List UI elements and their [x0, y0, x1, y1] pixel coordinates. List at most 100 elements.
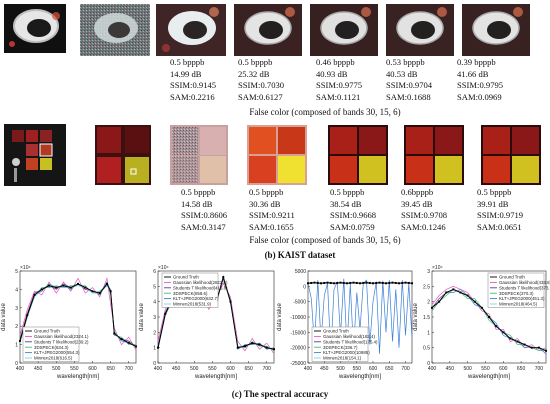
sam-value: SAM:0.0651 — [477, 221, 522, 232]
data-point — [251, 342, 254, 345]
data-point — [244, 345, 246, 348]
data-point — [385, 282, 387, 285]
sam-value: SAM:0.1688 — [386, 91, 431, 102]
bpp-value: 0.46 bpppb — [316, 57, 355, 67]
row1-metrics-2: 0.5 bpppb 25.32 dB SSIM:0.7030 SAM:0.612… — [238, 57, 284, 103]
bpp-value: 0.53 bpppb — [386, 57, 425, 67]
ssim-value: SSIM:0.8606 — [181, 210, 228, 221]
data-point — [365, 281, 368, 284]
data-point — [545, 349, 547, 352]
row2-original-image — [4, 124, 66, 186]
data-point — [135, 345, 137, 348]
row2-metrics-5: 0.5 bpppb 39.91 dB SSIM:0.9719 SAM:0.065… — [477, 187, 523, 233]
data-point — [310, 281, 313, 284]
psnr-value: 30.36 dB — [249, 198, 281, 209]
y-tick-label: 2 — [427, 300, 430, 306]
data-point — [98, 292, 101, 295]
x-tick-label: 650 — [244, 366, 253, 372]
sam-value: SAM:0.0969 — [457, 91, 502, 102]
y-tick-label: -10000 — [290, 315, 306, 321]
data-point — [359, 282, 361, 285]
sam-value: SAM:0.1121 — [316, 91, 361, 102]
legend-box — [311, 326, 369, 362]
y-axis-label: data value — [277, 303, 283, 331]
y-tick-label: 6 — [153, 269, 156, 275]
y-tick-label: -20000 — [290, 346, 306, 352]
x-tick-label: 500 — [336, 366, 345, 372]
x-tick-label: 700 — [125, 366, 134, 372]
data-point — [336, 281, 339, 284]
data-point — [329, 281, 332, 284]
y-axis-label: data value — [1, 303, 7, 331]
ssim-value: SSIM:0.9211 — [249, 210, 295, 221]
y-tick-label: 1 — [15, 343, 18, 349]
data-point — [404, 281, 407, 284]
data-point — [537, 346, 540, 349]
row2-metrics-1: 0.5 bpppb 14.58 dB SSIM:0.8606 SAM:0.314… — [181, 187, 227, 233]
legend-label: Gaussian likelihood(2822.9) — [173, 280, 228, 285]
x-tick-label: 600 — [226, 366, 235, 372]
data-point — [48, 284, 50, 287]
bpp-value: 0.5 bpppb — [170, 57, 205, 67]
bpp-value: 0.5 bpppb — [181, 187, 216, 197]
data-point — [26, 314, 29, 317]
data-point — [411, 282, 413, 285]
x-tick-label: 550 — [70, 366, 79, 372]
row1-metrics-3: 0.46 bpppb 40.93 dB SSIM:0.9775 SAM:0.11… — [316, 57, 362, 103]
y-tick-label: 1 — [153, 346, 156, 352]
data-point — [473, 300, 476, 303]
data-point — [323, 281, 326, 284]
x-tick-label: 700 — [535, 366, 544, 372]
ssim-value: SSIM:0.9795 — [457, 80, 504, 91]
sam-value: SAM:0.6127 — [238, 91, 283, 102]
y-tick-label: 3 — [15, 306, 18, 312]
data-point — [273, 348, 275, 351]
data-point — [391, 281, 394, 284]
x-axis-label: wavelength[nm] — [194, 374, 237, 380]
row1-method4-image — [310, 4, 378, 56]
data-point — [401, 281, 404, 284]
row1-caption: False color (composed of bands 30, 15, 6… — [249, 107, 401, 117]
data-point — [480, 306, 483, 309]
x-tick-label: 500 — [190, 366, 199, 372]
x-tick-label: 450 — [320, 366, 329, 372]
psnr-value: 25.32 dB — [238, 68, 270, 79]
y-tick-label: 2 — [153, 330, 156, 336]
row1-method6-image — [462, 4, 530, 56]
axis-exponent: ×10⁴ — [20, 265, 31, 271]
data-point — [222, 276, 225, 279]
psnr-value: 38.54 dB — [330, 198, 362, 209]
data-point — [495, 325, 498, 328]
legend-label: Minnen2018(154.1) — [323, 356, 362, 361]
legend-label: Minnen2018(616.5) — [34, 356, 73, 361]
x-tick-label: 400 — [16, 366, 25, 372]
y-tick-label: -15000 — [290, 330, 306, 336]
data-point — [157, 346, 159, 349]
x-tick-label: 650 — [385, 366, 394, 372]
x-tick-label: 550 — [481, 366, 490, 372]
legend-label: KLT+JPEG2000(554.3) — [34, 350, 80, 355]
data-point — [342, 281, 345, 284]
data-point — [530, 346, 533, 349]
row2-method3-image — [247, 125, 307, 185]
row1-method5-image — [386, 4, 454, 56]
y-tick-label: 1.5 — [423, 315, 430, 321]
x-tick-label: 500 — [52, 366, 61, 372]
psnr-value: 40.93 dB — [316, 68, 348, 79]
x-tick-label: 450 — [446, 366, 455, 372]
bpp-value: 0.5 bpppb — [330, 187, 365, 197]
data-point — [349, 281, 352, 284]
y-tick-label: 0 — [15, 361, 18, 367]
legend-label: Ground Truth — [499, 275, 525, 280]
y-tick-label: 2.5 — [423, 284, 430, 290]
psnr-value: 14.58 dB — [181, 198, 213, 209]
psnr-value: 41.66 dB — [457, 68, 489, 79]
data-point — [77, 282, 79, 285]
sam-value: SAM:0.0759 — [330, 221, 375, 232]
data-point — [265, 346, 268, 349]
x-tick-label: 500 — [463, 366, 472, 372]
data-point — [229, 300, 232, 303]
legend-label: KLT+JPEG2000(10985) — [323, 350, 370, 355]
ssim-value: SSIM:0.9708 — [401, 210, 448, 221]
row2-caption: False color (composed of bands 30, 15, 6… — [249, 235, 401, 245]
